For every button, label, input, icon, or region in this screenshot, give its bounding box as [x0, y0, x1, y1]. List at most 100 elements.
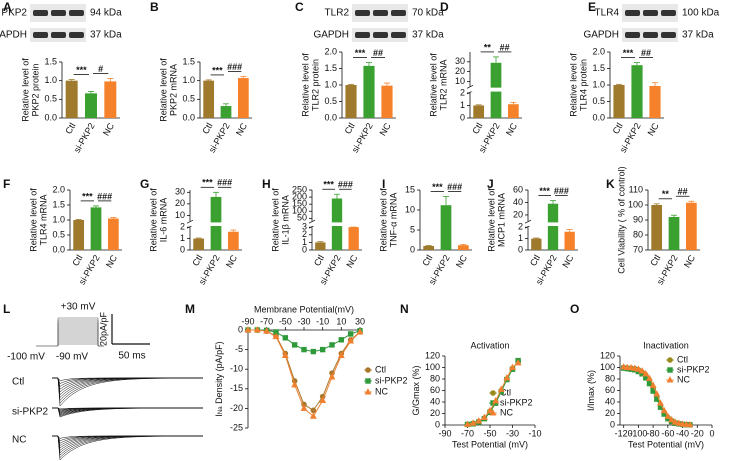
y-axis-label-part: Density (pA/pF): [214, 341, 224, 406]
marker: [469, 419, 477, 426]
bar: [381, 85, 393, 118]
y-tick-label: 2: [460, 87, 465, 97]
bar: [613, 85, 625, 118]
y-tick-label: 200: [292, 191, 307, 201]
significance: ***: [212, 65, 223, 75]
series-line: [467, 362, 519, 425]
x-tick-label: NC: [560, 253, 575, 270]
y-tick-label: 2.0: [324, 46, 337, 56]
y-tick-label: 2: [180, 222, 185, 232]
y-tick-label: -5: [235, 344, 243, 354]
bar: [227, 231, 239, 250]
protocol-step: [57, 327, 99, 346]
blot-label: GAPDH: [583, 30, 619, 41]
marker: [347, 337, 355, 344]
y-tick-label: 1.0: [52, 214, 65, 224]
x-tick-label: -50: [279, 316, 292, 326]
bar: [90, 207, 102, 250]
marker: [489, 409, 497, 416]
color-key: [547, 249, 559, 250]
significance: ###: [97, 191, 112, 201]
x-tick-label: Ctl: [312, 253, 326, 268]
group-label: Ctl: [12, 377, 24, 388]
marker: [337, 351, 345, 358]
y-axis-label: Relative level of: [148, 188, 158, 252]
y-tick-label: 80: [605, 373, 615, 383]
y-tick-label: 10: [175, 210, 185, 220]
y-tick-label: 1: [518, 233, 523, 243]
x-tick-label: -20: [691, 428, 704, 438]
marker: [686, 420, 694, 428]
marker: [480, 413, 488, 421]
bar: [685, 202, 697, 250]
panel-letter: E: [588, 0, 596, 14]
x-tick-label: NC: [104, 253, 119, 270]
bar: [631, 65, 643, 118]
y-tick-label: 1.0: [592, 79, 605, 89]
y-tick-label: 2.0: [52, 184, 65, 194]
y-tick-label: 0: [435, 419, 440, 429]
marker: [282, 335, 289, 341]
significance: ###: [554, 186, 569, 196]
x-tick-label: Ctl: [63, 121, 77, 136]
y-axis-label: TLR2 protein: [310, 59, 320, 111]
current-trace: [52, 377, 204, 401]
color-key: [193, 249, 205, 250]
x-tick-label: -70: [461, 428, 474, 438]
blot-band: [391, 32, 406, 38]
x-tick-label: 30: [355, 316, 365, 326]
current-trace: [52, 435, 204, 454]
marker: [310, 407, 317, 414]
marker: [503, 374, 511, 381]
blot-band: [661, 10, 676, 16]
y-axis-label: IL-1β mRNA: [280, 195, 290, 245]
blot-band: [355, 32, 370, 38]
marker: [310, 348, 317, 355]
x-tick-label: NC: [224, 253, 239, 270]
marker: [664, 412, 672, 419]
legend-label: NC: [375, 386, 388, 396]
blot-band: [69, 10, 84, 16]
x-tick-label: Ctl: [200, 121, 214, 136]
bar: [457, 245, 469, 250]
x-tick-label: NC: [378, 121, 393, 138]
bar: [531, 238, 542, 250]
bar: [649, 85, 661, 118]
break-gap: [313, 222, 363, 226]
blot-band: [51, 32, 66, 38]
y-tick-label: 20: [430, 408, 440, 418]
y-axis-label: Relative level of: [20, 58, 30, 122]
y-axis-label-part: G/Gmax (%): [411, 365, 421, 415]
bar: [507, 104, 519, 118]
y-tick-label: -15: [230, 383, 243, 393]
y-axis-label: TNF-α mRNA: [388, 193, 398, 248]
y-tick-label: 100: [600, 362, 615, 372]
bar: [73, 220, 85, 250]
bar: [107, 218, 119, 250]
marker: [356, 328, 364, 335]
blot-label: TLR4: [595, 8, 620, 19]
y-tick-label: 20: [605, 408, 615, 418]
marker: [492, 397, 500, 404]
blot-size: 37 kDa: [412, 30, 444, 41]
y-tick-label: 60: [430, 385, 440, 395]
marker: [667, 357, 673, 363]
bar: [564, 231, 575, 250]
marker: [653, 390, 661, 397]
color-key: [331, 249, 343, 250]
color-key: [423, 249, 435, 250]
color-key: [473, 117, 485, 118]
y-tick-label: 0: [238, 324, 243, 334]
current-trace: [52, 377, 204, 399]
bar: [651, 205, 663, 250]
legend-label: Ctl: [500, 387, 511, 397]
legend-label: NC: [677, 374, 690, 384]
y-axis-label: Relative level of: [28, 188, 38, 252]
marker: [509, 363, 516, 370]
marker: [627, 363, 635, 371]
y-tick-label: 0: [180, 244, 185, 254]
color-key: [345, 117, 357, 118]
marker: [497, 385, 505, 392]
significance: ##: [678, 187, 688, 197]
